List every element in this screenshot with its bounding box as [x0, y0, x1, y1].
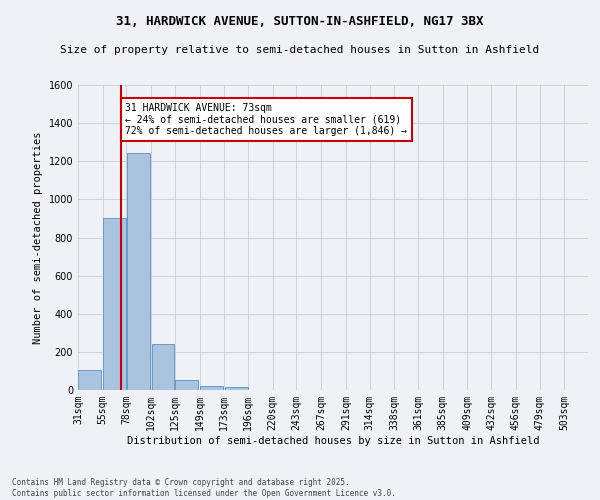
Text: Size of property relative to semi-detached houses in Sutton in Ashfield: Size of property relative to semi-detach…	[61, 45, 539, 55]
Bar	[152, 344, 175, 390]
X-axis label: Distribution of semi-detached houses by size in Sutton in Ashfield: Distribution of semi-detached houses by …	[127, 436, 539, 446]
Bar	[225, 387, 248, 390]
Bar	[175, 380, 198, 390]
Text: 31, HARDWICK AVENUE, SUTTON-IN-ASHFIELD, NG17 3BX: 31, HARDWICK AVENUE, SUTTON-IN-ASHFIELD,…	[116, 15, 484, 28]
Bar	[103, 218, 126, 390]
Y-axis label: Number of semi-detached properties: Number of semi-detached properties	[33, 131, 43, 344]
Text: 31 HARDWICK AVENUE: 73sqm
← 24% of semi-detached houses are smaller (619)
72% of: 31 HARDWICK AVENUE: 73sqm ← 24% of semi-…	[125, 104, 407, 136]
Bar	[127, 152, 150, 390]
Text: Contains HM Land Registry data © Crown copyright and database right 2025.
Contai: Contains HM Land Registry data © Crown c…	[12, 478, 396, 498]
Bar	[200, 386, 223, 390]
Bar	[79, 370, 101, 390]
